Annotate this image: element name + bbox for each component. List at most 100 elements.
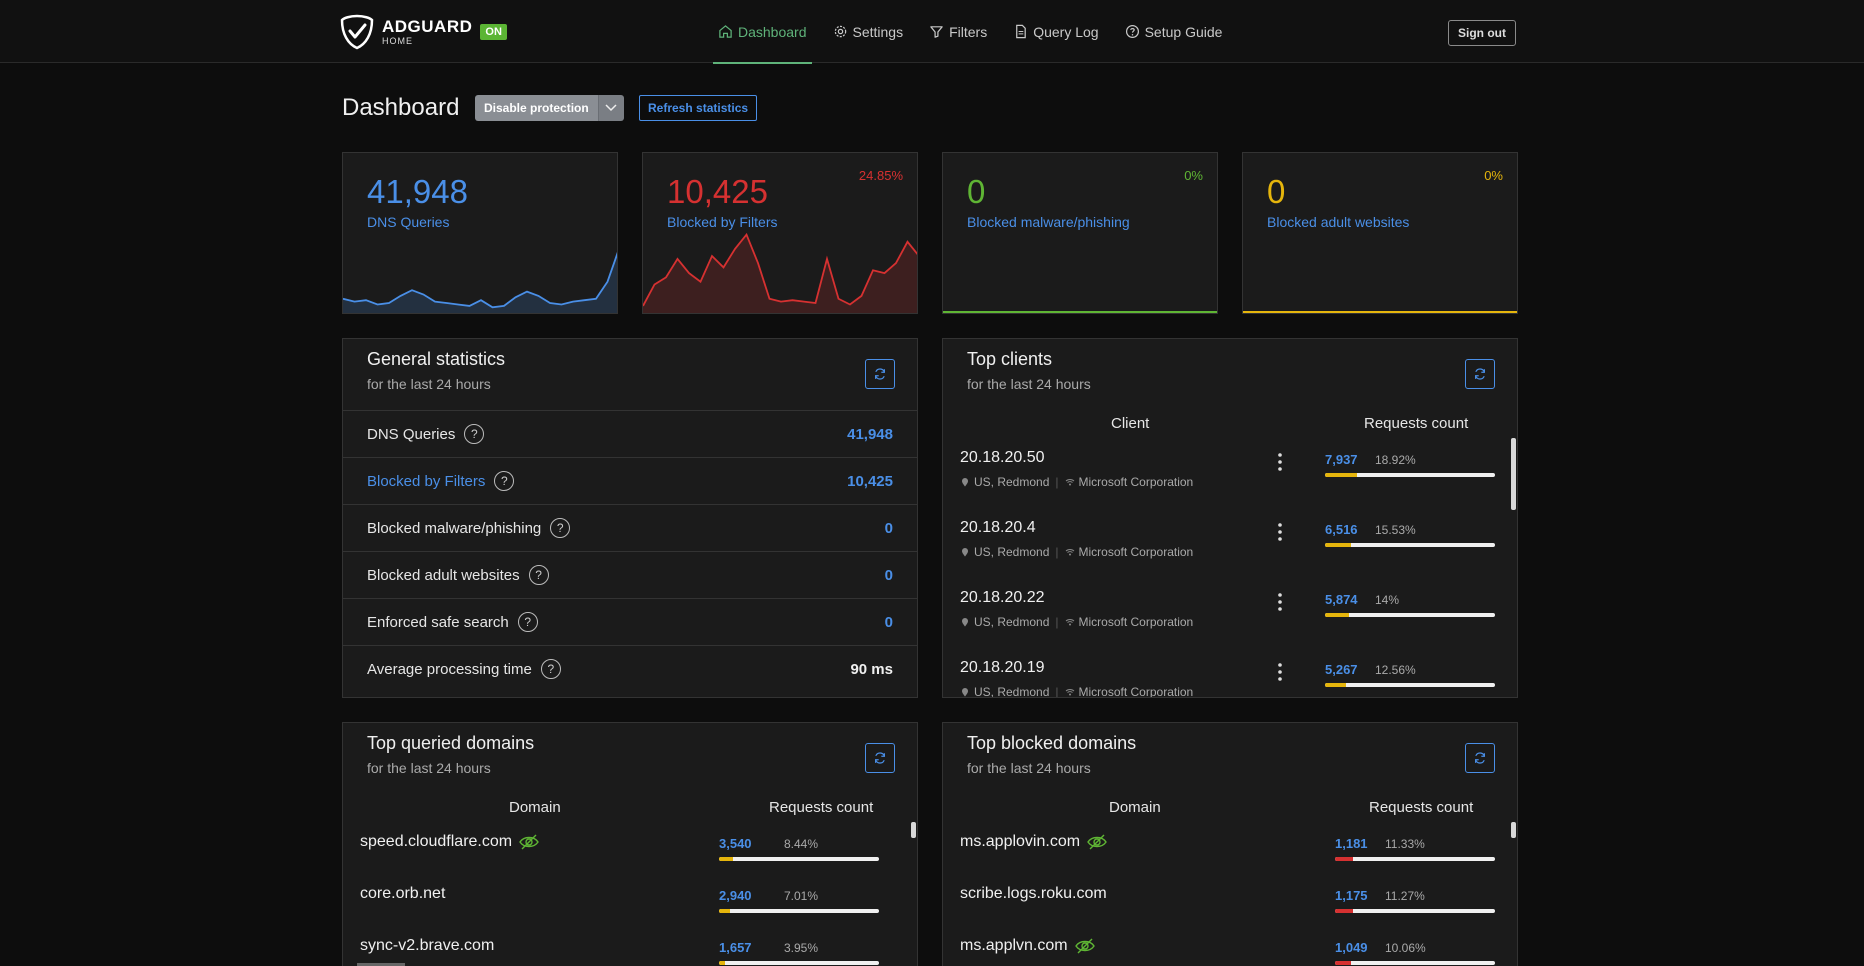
domain-row[interactable]: scribe.logs.roku.com 1,175 11.27%: [943, 885, 1517, 937]
general-statistics-refresh-button[interactable]: [865, 359, 895, 389]
client-row[interactable]: 20.18.20.4 US, Redmond | Microsoft Corpor…: [943, 519, 1517, 589]
disable-protection-button[interactable]: Disable protection: [475, 95, 598, 121]
request-count[interactable]: 1,175: [1335, 888, 1368, 903]
tracker-eye-slash-icon[interactable]: [518, 833, 540, 851]
request-count[interactable]: 1,657: [719, 940, 752, 955]
column-header-client[interactable]: Client: [1111, 415, 1150, 432]
top-clients-refresh-button[interactable]: [1465, 359, 1495, 389]
stat-row-blocked-filters: Blocked by Filters? 10,425: [343, 457, 917, 504]
nav-query-log[interactable]: Query Log: [1000, 0, 1111, 63]
stat-card-blocked-malware[interactable]: 0 Blocked malware/phishing 0%: [942, 152, 1218, 314]
nav-filters[interactable]: Filters: [916, 0, 1000, 63]
help-icon[interactable]: ?: [494, 471, 515, 491]
column-header-requests[interactable]: Requests count: [1364, 415, 1469, 432]
request-bar-fill: [719, 961, 726, 965]
stat-card-dns-queries[interactable]: 41,948 DNS Queries: [342, 152, 618, 314]
domain-text: speed.cloudflare.com: [360, 833, 513, 850]
kebab-menu-icon[interactable]: [1277, 591, 1283, 613]
stat-row-value[interactable]: 41,948: [847, 425, 893, 443]
stat-row-value[interactable]: 0: [884, 566, 893, 584]
client-ip[interactable]: 20.18.20.50: [960, 449, 1045, 466]
stat-row-value[interactable]: 0: [884, 613, 893, 631]
kebab-menu-icon[interactable]: [1277, 661, 1283, 683]
horizontal-scrollbar[interactable]: [357, 963, 405, 966]
request-count[interactable]: 1,049: [1335, 940, 1368, 955]
client-row[interactable]: 20.18.20.50 US, Redmond | Microsoft Corpo…: [943, 449, 1517, 519]
nav-dashboard[interactable]: Dashboard: [705, 0, 820, 64]
location-pin-icon: [962, 618, 968, 627]
refresh-icon: [1475, 368, 1485, 380]
domain-row[interactable]: ms.applvn.com 1,049 10.06%: [943, 937, 1517, 966]
shield-logo-icon: [340, 14, 374, 50]
request-bar-fill: [1335, 909, 1354, 913]
domain-row[interactable]: speed.cloudflare.com 3,540 8.44%: [343, 833, 917, 885]
top-blocked-refresh-button[interactable]: [1465, 743, 1495, 773]
domain-row[interactable]: sync-v2.brave.com 1,657 3.95%: [343, 937, 917, 966]
client-row[interactable]: 20.18.20.22 US, Redmond | Microsoft Corpo…: [943, 589, 1517, 659]
disable-protection-dropdown[interactable]: [597, 95, 624, 121]
kebab-menu-icon[interactable]: [1277, 521, 1283, 543]
request-count[interactable]: 3,540: [719, 836, 752, 851]
help-icon[interactable]: ?: [550, 518, 571, 538]
request-bar: [1335, 857, 1495, 861]
request-count[interactable]: 5,874: [1325, 592, 1358, 607]
table-scrollbar[interactable]: [1511, 822, 1516, 838]
client-ip[interactable]: 20.18.20.19: [960, 659, 1045, 676]
tracker-eye-slash-icon[interactable]: [1086, 833, 1108, 851]
stat-card-blocked-filters[interactable]: 10,425 Blocked by Filters 24.85%: [642, 152, 918, 314]
request-count[interactable]: 6,516: [1325, 522, 1358, 537]
stat-row-avg-processing: Average processing time? 90 ms: [343, 645, 917, 692]
domain-row[interactable]: ms.applovin.com 1,181 11.33%: [943, 833, 1517, 885]
stat-card-blocked-adult[interactable]: 0 Blocked adult websites 0%: [1242, 152, 1518, 314]
nav-setup-guide[interactable]: Setup Guide: [1112, 0, 1236, 63]
stat-row-value[interactable]: 0: [884, 519, 893, 537]
refresh-statistics-button[interactable]: Refresh statistics: [639, 95, 758, 121]
help-icon[interactable]: ?: [464, 424, 485, 444]
client-ip[interactable]: 20.18.20.22: [960, 589, 1045, 606]
client-org: Microsoft Corporation: [1078, 475, 1194, 489]
client-org: Microsoft Corporation: [1078, 615, 1194, 629]
domain-name[interactable]: sync-v2.brave.com: [360, 937, 494, 955]
request-count[interactable]: 1,181: [1335, 836, 1368, 851]
help-icon[interactable]: ?: [517, 612, 538, 632]
stat-label[interactable]: Blocked adult websites: [1267, 214, 1410, 230]
help-icon[interactable]: ?: [528, 565, 549, 585]
column-header-domain[interactable]: Domain: [509, 799, 561, 816]
request-count[interactable]: 5,267: [1325, 662, 1358, 677]
domain-name[interactable]: ms.applovin.com: [960, 833, 1108, 851]
domain-name[interactable]: speed.cloudflare.com: [360, 833, 540, 851]
refresh-icon: [1475, 752, 1485, 764]
domain-name[interactable]: scribe.logs.roku.com: [960, 885, 1107, 903]
request-bar: [1325, 473, 1495, 477]
kebab-menu-icon[interactable]: [1277, 451, 1283, 473]
adguard-logo[interactable]: ADGUARD HOME ON: [340, 14, 507, 50]
stat-row-label[interactable]: Blocked by Filters?: [367, 471, 515, 491]
stat-label[interactable]: Blocked malware/phishing: [967, 214, 1130, 230]
sign-out-button[interactable]: Sign out: [1448, 20, 1516, 46]
document-icon: [1016, 24, 1027, 39]
table-scrollbar[interactable]: [911, 822, 916, 838]
column-header-requests[interactable]: Requests count: [769, 799, 874, 816]
stat-label[interactable]: Blocked by Filters: [667, 214, 778, 230]
client-row[interactable]: 20.18.20.19 US, Redmond | Microsoft Corpo…: [943, 659, 1517, 697]
tracker-eye-slash-icon[interactable]: [1074, 937, 1096, 955]
request-count[interactable]: 7,937: [1325, 452, 1358, 467]
column-header-requests[interactable]: Requests count: [1369, 799, 1474, 816]
client-org: Microsoft Corporation: [1078, 545, 1194, 559]
sparkline-line: [643, 232, 917, 307]
top-clients-panel: Top clients for the last 24 hours Client…: [942, 338, 1518, 698]
domain-name[interactable]: core.orb.net: [360, 885, 445, 903]
request-count[interactable]: 2,940: [719, 888, 752, 903]
stat-label[interactable]: DNS Queries: [367, 214, 450, 230]
domain-name[interactable]: ms.applvn.com: [960, 937, 1096, 955]
top-queried-refresh-button[interactable]: [865, 743, 895, 773]
stat-row-value[interactable]: 10,425: [847, 472, 893, 490]
refresh-icon: [875, 368, 885, 380]
client-ip[interactable]: 20.18.20.4: [960, 519, 1036, 536]
nav-settings[interactable]: Settings: [820, 0, 917, 63]
column-header-domain[interactable]: Domain: [1109, 799, 1161, 816]
domain-row[interactable]: core.orb.net 2,940 7.01%: [343, 885, 917, 937]
help-circle-icon: [1125, 24, 1139, 39]
table-scrollbar[interactable]: [1511, 438, 1516, 510]
help-icon[interactable]: ?: [540, 659, 561, 679]
